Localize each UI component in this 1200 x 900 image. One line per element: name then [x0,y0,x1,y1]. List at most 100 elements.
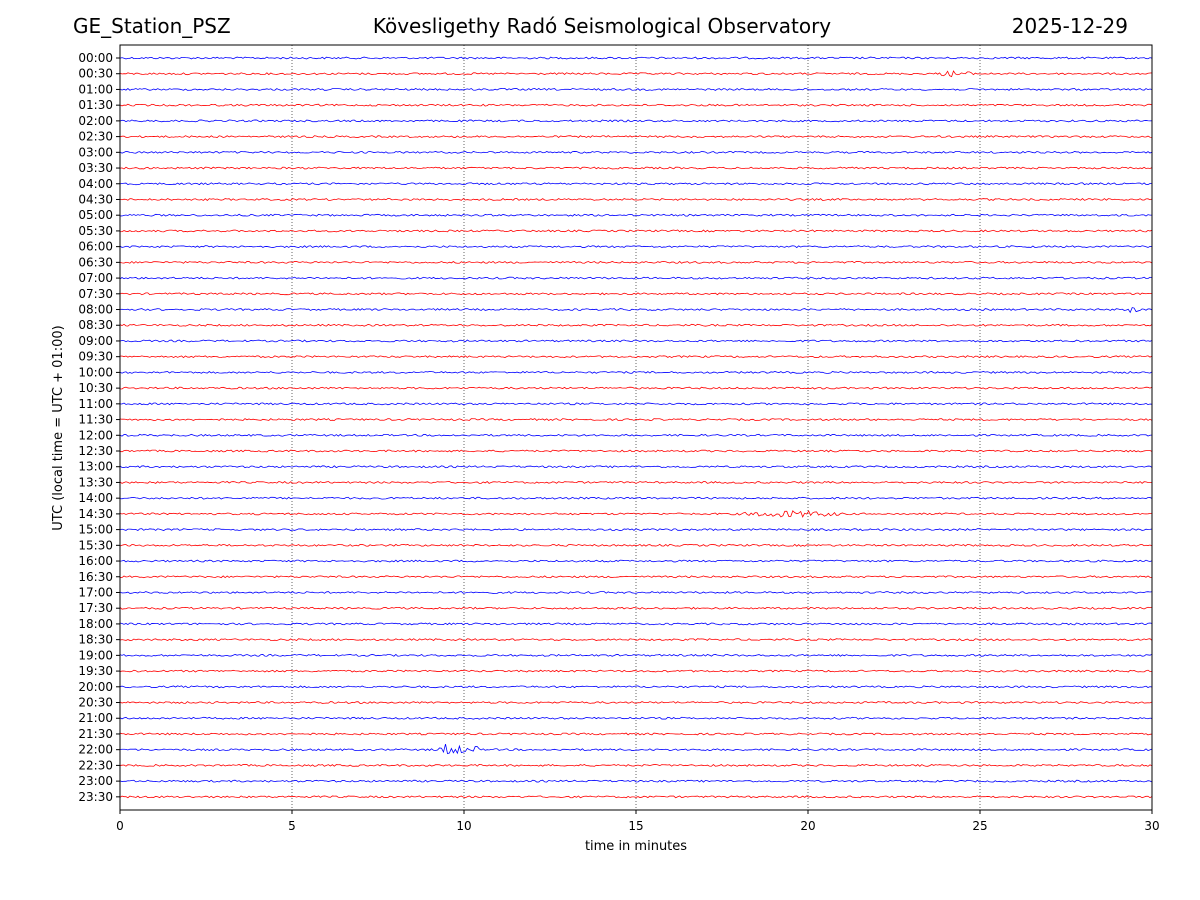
y-tick-label: 15:00 [78,523,113,537]
trace-1330 [119,481,1153,484]
y-tick-label: 07:00 [78,271,113,285]
chart-title: Kövesligethy Radó Seismological Observat… [372,14,832,38]
y-tick-label: 09:00 [78,334,113,348]
trace-2230 [119,763,1153,767]
y-tick-label: 06:00 [78,240,113,254]
y-tick-label: 19:00 [78,648,113,662]
y-tick-label: 14:30 [78,507,113,521]
y-tick-label: 13:30 [78,475,113,489]
y-axis-label: UTC (local time = UTC + 01:00) [51,325,66,530]
trace-2000 [119,685,1153,689]
y-tick-label: 20:30 [78,696,113,710]
trace-1600 [119,559,1153,563]
x-tick-label: 20 [800,819,815,833]
y-tick-label: 01:30 [78,98,113,112]
y-tick-label: 03:00 [78,145,113,159]
trace-0630 [119,260,1153,264]
y-tick-label: 06:30 [78,255,113,269]
trace-2330 [119,795,1153,799]
y-tick-label: 19:30 [78,664,113,678]
trace-2300 [119,779,1153,783]
trace-0400 [119,182,1153,186]
trace-0730 [119,292,1153,296]
y-tick-label: 11:30 [78,413,113,427]
y-tick-label: 04:00 [78,177,113,191]
trace-1800 [119,622,1153,626]
trace-1500 [119,528,1153,532]
y-tick-label: 12:00 [78,428,113,442]
y-tick-label: 13:00 [78,460,113,474]
y-tick-label: 18:00 [78,617,113,631]
x-axis-label: time in minutes [585,839,687,854]
y-tick-label: 14:00 [78,491,113,505]
trace-1430 [119,510,1153,518]
x-axis-ticks: 0 5 10 15 20 25 30 [116,810,1160,833]
y-tick-label: 12:30 [78,444,113,458]
y-tick-label: 23:30 [78,790,113,804]
trace-2100 [119,716,1153,720]
y-tick-label: 02:00 [78,114,113,128]
trace-0200 [119,119,1153,123]
y-tick-label: 00:00 [78,51,113,65]
trace-1400 [119,496,1153,500]
x-tick-label: 0 [116,819,124,833]
y-tick-label: 10:00 [78,365,113,379]
y-tick-label: 04:30 [78,192,113,206]
y-tick-label: 08:30 [78,318,113,332]
trace-0900 [119,339,1153,343]
seismogram-traces [119,56,1153,799]
y-tick-label: 21:00 [78,711,113,725]
y-tick-label: 22:30 [78,758,113,772]
grid-lines [291,45,981,810]
trace-0800 [119,307,1153,314]
trace-0100 [119,87,1153,91]
trace-2200 [119,743,1153,755]
trace-0600 [119,245,1153,249]
x-tick-label: 10 [456,819,471,833]
trace-1130 [119,418,1153,421]
trace-1900 [119,653,1153,657]
y-tick-label: 11:00 [78,397,113,411]
y-tick-label: 21:30 [78,727,113,741]
y-tick-label: 10:30 [78,381,113,395]
trace-1000 [119,370,1153,374]
y-tick-label: 20:00 [78,680,113,694]
trace-1700 [119,591,1153,594]
trace-0530 [119,229,1153,233]
y-tick-label: 05:00 [78,208,113,222]
x-tick-label: 5 [288,819,296,833]
y-tick-label: 16:30 [78,570,113,584]
y-tick-label: 22:00 [78,743,113,757]
y-tick-label: 18:30 [78,633,113,647]
trace-1530 [119,543,1153,547]
trace-0300 [119,150,1153,154]
y-tick-label: 07:30 [78,287,113,301]
x-tick-label: 25 [972,819,987,833]
y-tick-label: 17:30 [78,601,113,615]
y-tick-label: 17:00 [78,585,113,599]
y-tick-label: 05:30 [78,224,113,238]
y-tick-label: 15:30 [78,538,113,552]
trace-0430 [119,198,1153,201]
trace-1730 [119,606,1153,610]
trace-2030 [119,701,1153,704]
trace-0030 [119,70,1153,78]
station-name: GE_Station_PSZ [73,14,231,38]
trace-0500 [119,213,1153,217]
chart-date: 2025-12-29 [1011,14,1128,38]
trace-1630 [119,575,1153,579]
trace-2130 [119,732,1153,736]
trace-0700 [119,276,1153,280]
trace-1830 [119,638,1153,642]
trace-1300 [119,465,1153,469]
x-tick-label: 30 [1144,819,1159,833]
trace-1230 [119,449,1153,453]
trace-0130 [119,103,1153,107]
trace-0330 [119,166,1153,170]
trace-1030 [119,386,1153,390]
trace-0930 [119,355,1153,359]
trace-1100 [119,402,1153,406]
x-tick-label: 15 [628,819,643,833]
